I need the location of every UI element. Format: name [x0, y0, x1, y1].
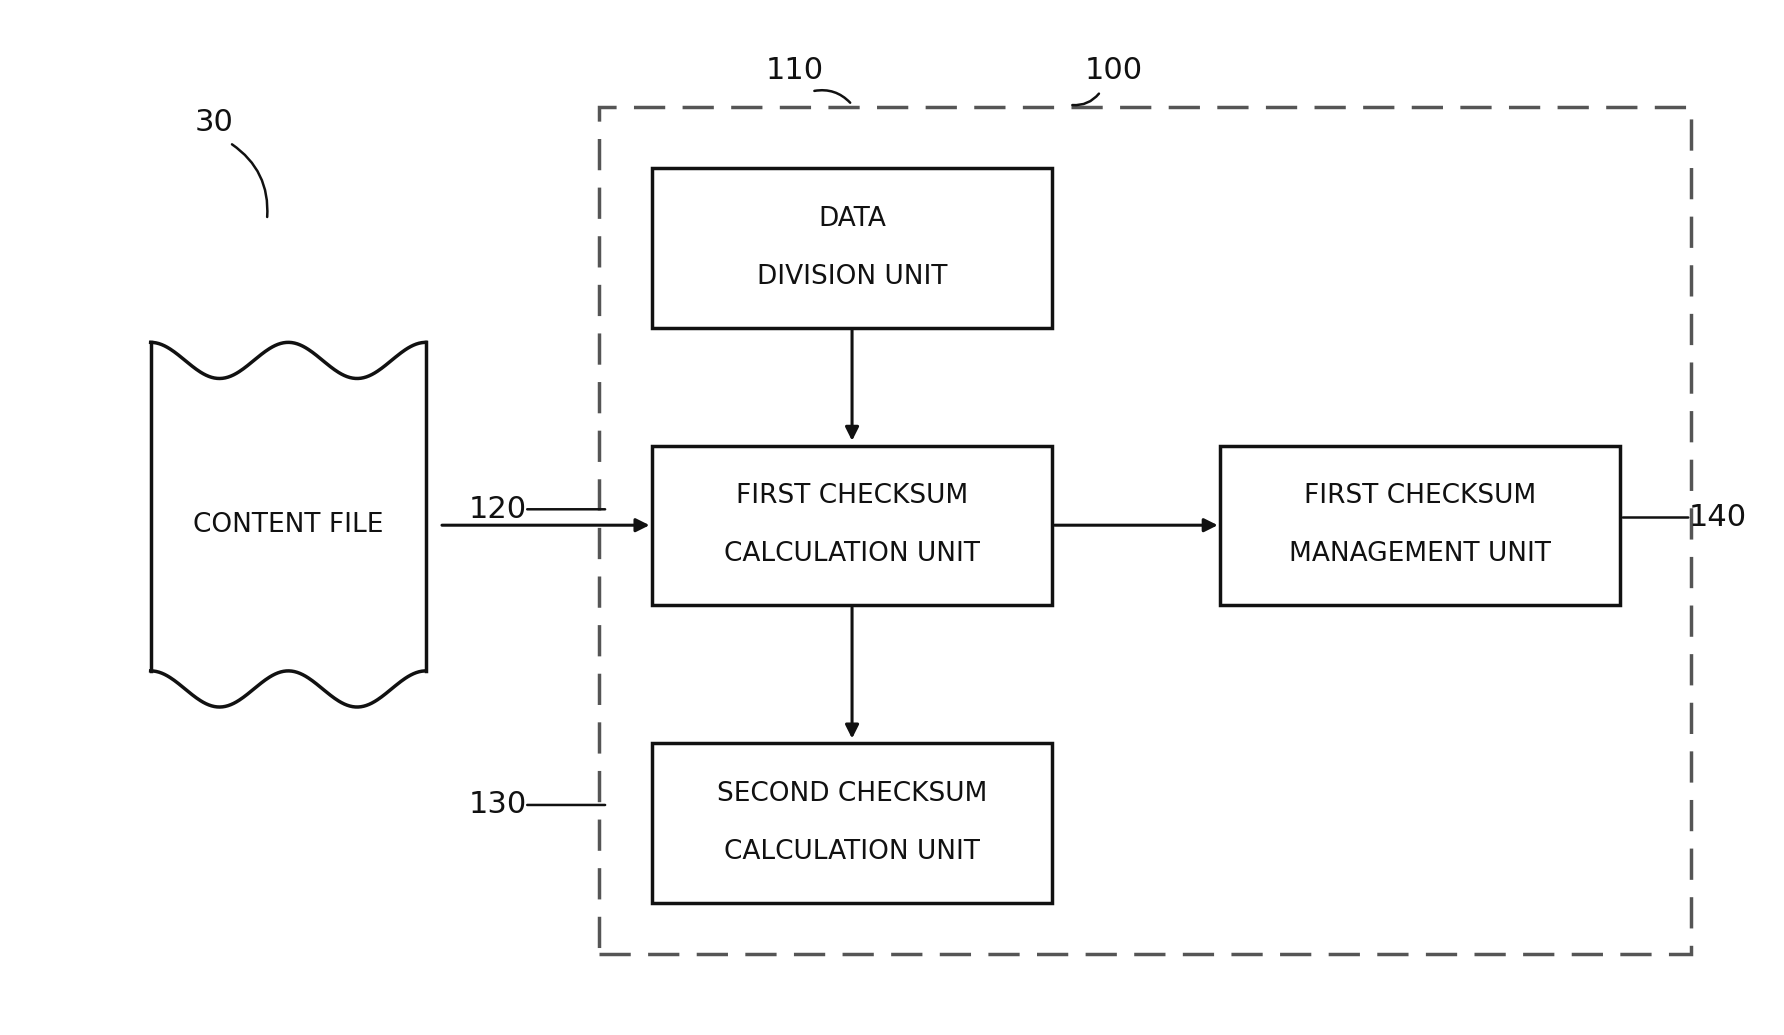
Text: FIRST CHECKSUM: FIRST CHECKSUM: [1304, 483, 1536, 509]
Text: CALCULATION UNIT: CALCULATION UNIT: [724, 541, 979, 567]
Text: FIRST CHECKSUM: FIRST CHECKSUM: [737, 483, 969, 509]
Text: 100: 100: [1085, 56, 1144, 86]
Text: CONTENT FILE: CONTENT FILE: [193, 511, 384, 538]
Text: 110: 110: [765, 56, 824, 86]
Text: 30: 30: [194, 108, 234, 137]
Polygon shape: [150, 343, 426, 707]
Text: CALCULATION UNIT: CALCULATION UNIT: [724, 838, 979, 864]
FancyBboxPatch shape: [1220, 446, 1620, 604]
FancyBboxPatch shape: [653, 743, 1053, 903]
Text: SECOND CHECKSUM: SECOND CHECKSUM: [717, 781, 987, 807]
Text: DATA: DATA: [819, 206, 887, 232]
Text: 130: 130: [469, 791, 526, 820]
Text: MANAGEMENT UNIT: MANAGEMENT UNIT: [1290, 541, 1552, 567]
FancyBboxPatch shape: [653, 446, 1053, 604]
FancyBboxPatch shape: [653, 169, 1053, 327]
Text: 120: 120: [469, 495, 526, 524]
Text: DIVISION UNIT: DIVISION UNIT: [756, 264, 947, 290]
Text: 140: 140: [1689, 503, 1747, 532]
